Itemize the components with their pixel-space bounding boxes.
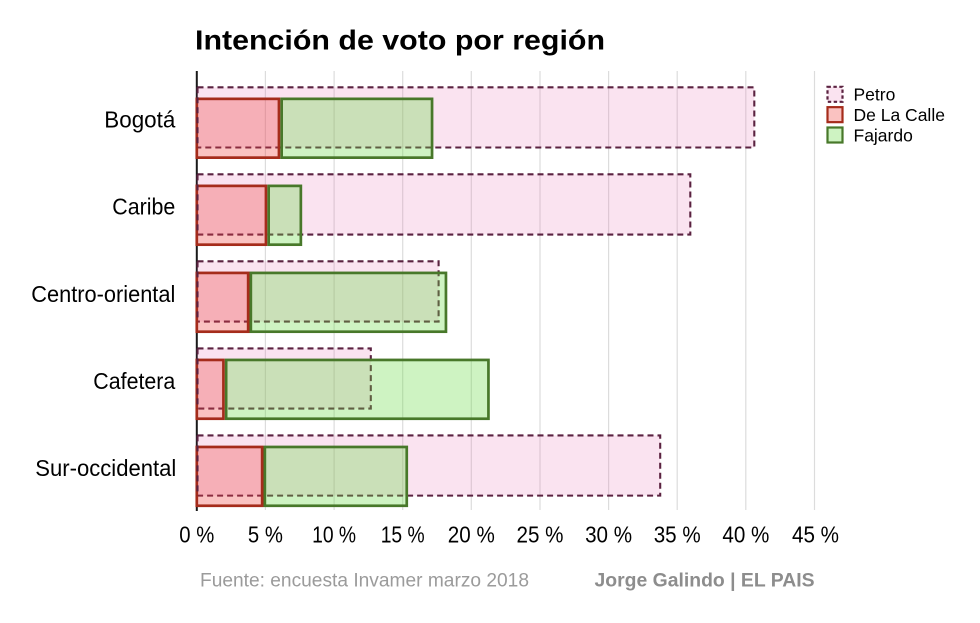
svg-text:Caribe: Caribe	[112, 194, 175, 220]
svg-text:0 %: 0 %	[179, 521, 214, 547]
svg-text:40 %: 40 %	[722, 521, 769, 547]
svg-text:5 %: 5 %	[248, 521, 283, 547]
svg-text:Centro-oriental: Centro-oriental	[31, 281, 175, 307]
svg-text:30 %: 30 %	[585, 521, 632, 547]
svg-text:Petro: Petro	[854, 85, 896, 105]
svg-text:Jorge Galindo | EL PAIS: Jorge Galindo | EL PAIS	[595, 571, 815, 592]
svg-text:20 %: 20 %	[448, 521, 495, 547]
svg-text:Fajardo: Fajardo	[854, 125, 913, 145]
svg-text:10 %: 10 %	[312, 521, 356, 547]
svg-text:45 %: 45 %	[792, 521, 839, 547]
svg-text:35 %: 35 %	[654, 521, 701, 547]
svg-text:25 %: 25 %	[517, 521, 564, 547]
svg-text:Cafetera: Cafetera	[93, 368, 176, 394]
svg-text:15 %: 15 %	[381, 521, 425, 547]
svg-text:Intención de voto por región: Intención de voto por región	[195, 24, 605, 55]
svg-text:De La Calle: De La Calle	[854, 105, 945, 125]
svg-text:Bogotá: Bogotá	[104, 107, 176, 133]
svg-text:Fuente: encuesta Invamer marzo: Fuente: encuesta Invamer marzo 2018	[200, 571, 529, 592]
svg-text:Sur-occidental: Sur-occidental	[35, 455, 176, 481]
